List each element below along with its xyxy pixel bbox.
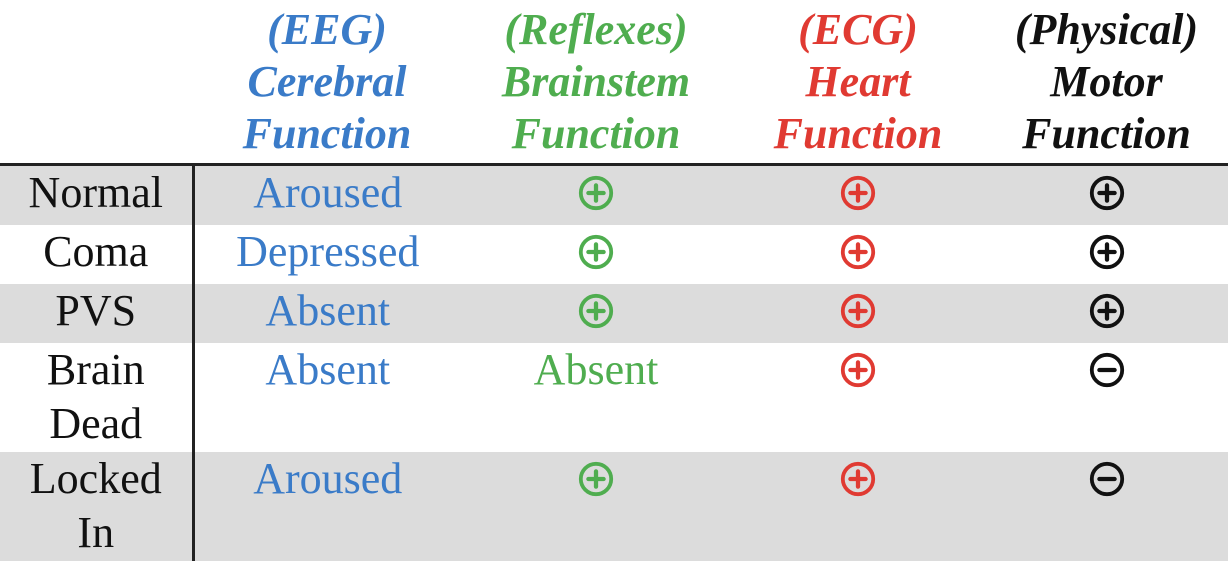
header-brainstem-function: (Reflexes) Brainstem Function (461, 0, 731, 165)
header-line: Cerebral (193, 56, 461, 108)
plus-circle-icon (577, 460, 615, 498)
cell-brainstem (461, 284, 731, 343)
header-line: (Reflexes) (461, 4, 731, 56)
cell-motor (985, 284, 1228, 343)
header-line: (EEG) (193, 4, 461, 56)
cell-text: Absent (534, 345, 659, 394)
header-line: Heart (731, 56, 985, 108)
header-row: (EEG) Cerebral Function (Reflexes) Brain… (0, 0, 1228, 165)
header-cerebral-function: (EEG) Cerebral Function (193, 0, 461, 165)
cell-brainstem (461, 452, 731, 561)
plus-circle-icon (1088, 174, 1126, 212)
plus-circle-icon (577, 292, 615, 330)
cell-text: Absent (265, 345, 390, 394)
cell-cerebral: Aroused (193, 165, 461, 226)
plus-circle-icon (577, 233, 615, 271)
header-corner (0, 0, 193, 165)
plus-circle-icon (839, 233, 877, 271)
minus-circle-icon (1088, 351, 1126, 389)
table-row: Normal Aroused (0, 165, 1228, 226)
row-label-line: Normal (0, 166, 192, 220)
cell-text: Aroused (253, 454, 402, 503)
header-line: Function (193, 108, 461, 160)
cell-heart (731, 225, 985, 284)
row-label: Normal (0, 165, 193, 226)
header-line: Brainstem (461, 56, 731, 108)
cell-heart (731, 343, 985, 452)
plus-circle-icon (839, 174, 877, 212)
plus-circle-icon (1088, 233, 1126, 271)
header-line: Function (461, 108, 731, 160)
cell-motor (985, 343, 1228, 452)
cell-motor (985, 225, 1228, 284)
cell-cerebral: Depressed (193, 225, 461, 284)
plus-circle-icon (1088, 292, 1126, 330)
cell-cerebral: Absent (193, 343, 461, 452)
cell-heart (731, 452, 985, 561)
cell-text: Absent (265, 286, 390, 335)
cell-motor (985, 165, 1228, 226)
cell-text: Depressed (236, 227, 419, 276)
row-label-line: PVS (0, 284, 192, 338)
minus-circle-icon (1088, 460, 1126, 498)
header-line: Function (731, 108, 985, 160)
cell-brainstem (461, 225, 731, 284)
plus-circle-icon (839, 460, 877, 498)
cell-cerebral: Aroused (193, 452, 461, 561)
cell-heart (731, 165, 985, 226)
cell-motor (985, 452, 1228, 561)
plus-circle-icon (839, 351, 877, 389)
header-line: (ECG) (731, 4, 985, 56)
row-label-line: Locked (0, 452, 192, 506)
header-heart-function: (ECG) Heart Function (731, 0, 985, 165)
cell-cerebral: Absent (193, 284, 461, 343)
row-label-line: Coma (0, 225, 192, 279)
header-motor-function: (Physical) Motor Function (985, 0, 1228, 165)
plus-circle-icon (577, 174, 615, 212)
header-line: (Physical) (985, 4, 1228, 56)
table-row: Coma Depressed (0, 225, 1228, 284)
row-label: Coma (0, 225, 193, 284)
row-label-line: Brain (0, 343, 192, 397)
row-label-line: Dead (0, 397, 192, 451)
table-row: PVS Absent (0, 284, 1228, 343)
row-label-line: In (0, 506, 192, 560)
cell-heart (731, 284, 985, 343)
cell-brainstem: Absent (461, 343, 731, 452)
cell-text: Aroused (253, 168, 402, 217)
header-line: Function (985, 108, 1228, 160)
header-line: Motor (985, 56, 1228, 108)
plus-circle-icon (839, 292, 877, 330)
cell-brainstem (461, 165, 731, 226)
row-label: PVS (0, 284, 193, 343)
